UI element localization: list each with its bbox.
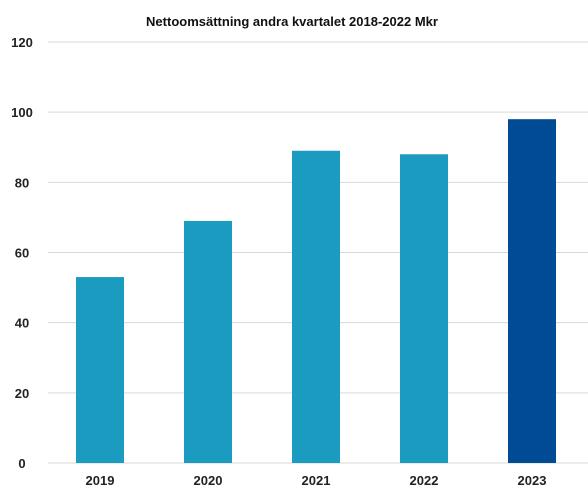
y-tick-label: 0 (18, 456, 25, 471)
chart-title: Nettoomsättning andra kvartalet 2018-202… (146, 14, 438, 29)
y-tick-label: 60 (15, 246, 29, 261)
bar-2022 (400, 154, 448, 463)
y-tick-label: 40 (15, 316, 29, 331)
x-axis-tick-labels: 2019 2020 2021 2022 2023 (86, 473, 547, 488)
y-axis-tick-labels: 0 20 40 60 80 100 120 (11, 35, 33, 471)
x-tick-label: 2019 (86, 473, 115, 488)
x-tick-label: 2020 (194, 473, 223, 488)
x-tick-label: 2023 (518, 473, 547, 488)
bar-2023 (508, 119, 556, 463)
y-tick-label: 20 (15, 386, 29, 401)
y-tick-label: 100 (11, 105, 33, 120)
bar-2020 (184, 220, 232, 463)
x-tick-label: 2021 (302, 473, 331, 488)
bars (76, 119, 556, 463)
bar-2021 (292, 150, 340, 463)
y-tick-label: 120 (11, 35, 33, 50)
bar-2019 (76, 277, 124, 463)
x-tick-label: 2022 (410, 473, 439, 488)
y-tick-label: 80 (15, 175, 29, 190)
